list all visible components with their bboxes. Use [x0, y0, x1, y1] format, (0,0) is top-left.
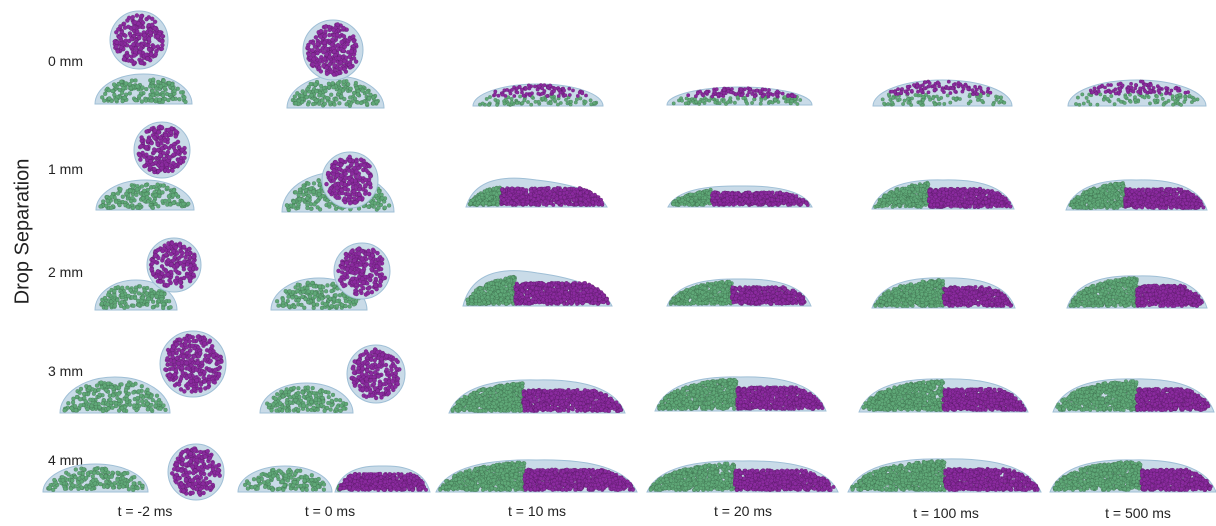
column-label-t10: t = 10 ms — [477, 503, 597, 519]
column-label-t500: t = 500 ms — [1078, 505, 1198, 521]
row-label-0mm: 0 mm — [48, 53, 83, 69]
row-label-3mm: 3 mm — [48, 363, 83, 379]
column-label-t100: t = 100 ms — [886, 505, 1006, 521]
row-label-4mm: 4 mm — [48, 452, 83, 468]
column-label-t-minus2: t = -2 ms — [85, 503, 205, 519]
column-label-t0: t = 0 ms — [270, 503, 390, 519]
row-label-2mm: 2 mm — [48, 264, 83, 280]
column-label-t20: t = 20 ms — [683, 503, 803, 519]
row-label-1mm: 1 mm — [48, 161, 83, 177]
